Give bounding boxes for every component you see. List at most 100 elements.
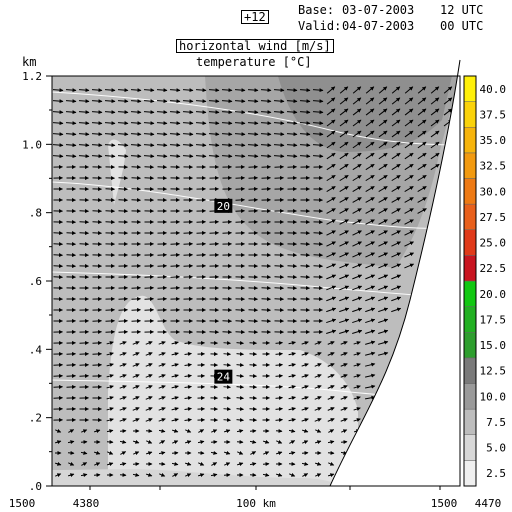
wind-arrow [391,108,401,116]
y-tick-label: 1.0 [22,138,42,151]
wind-arrow [260,143,272,148]
wind-arrow [391,141,401,149]
wind-arrow [224,462,231,467]
wind-arrow [326,307,337,313]
wind-arrow [171,428,179,433]
wind-arrow [404,230,414,236]
wind-arrow [339,329,350,334]
wind-arrow [260,110,272,115]
wind-arrow [78,99,90,104]
wind-arrow [106,396,114,400]
base-date: 03-07-2003 [342,3,415,17]
wind-arrow [275,374,283,378]
wind-arrow [197,473,205,478]
base-label: Base: [298,3,335,17]
wind-arrow [339,318,350,324]
wind-arrow [273,132,285,137]
wind-arrow [185,473,192,478]
wind-arrow [353,385,361,389]
wind-arrow [312,143,324,148]
wind-arrow [352,219,362,225]
wind-arrow [391,296,402,302]
wind-arrow [171,363,179,367]
wind-arrow [404,97,414,105]
wind-arrow [132,352,140,356]
colorbar-swatch [463,434,477,461]
wind-arrow [119,418,127,422]
wind-arrow [68,461,75,466]
wind-arrow [234,99,246,104]
wind-arrow [159,440,166,444]
wind-arrow [275,451,283,456]
wind-arrow [352,108,362,116]
wind-arrow [132,407,140,411]
isotherm-label: 24 [217,371,231,384]
wind-arrow [275,363,283,367]
wind-arrow [340,374,348,378]
wind-arrow [286,99,298,104]
wind-arrow [210,473,218,478]
wind-arrow [158,451,166,456]
wind-arrow [378,130,388,138]
wind-arrow [195,99,207,104]
wind-arrow [391,219,401,225]
wind-arrow [145,472,153,477]
wind-arrow [78,121,90,126]
wind-arrow [365,130,375,138]
wind-arrow [301,461,309,466]
wind-arrow [352,141,362,149]
colorbar-label: 37.5 [480,108,507,121]
wind-arrow [430,108,440,116]
wind-arrow [299,121,311,126]
colorbar-label: 35.0 [480,134,507,147]
wind-arrow [130,110,142,115]
wind-arrow [263,451,270,456]
wind-arrow [68,429,75,433]
isotherm-label-box [214,198,233,213]
wind-arrow [93,429,101,434]
wind-arrow [288,461,296,466]
wind-arrow [223,429,231,434]
wind-arrow [417,119,427,127]
wind-arrow [119,407,127,411]
wind-arrow [171,341,179,345]
wind-arrow [65,110,77,115]
wind-arrow [339,263,350,269]
wind-arrow [106,341,114,345]
wind-arrow [158,418,166,422]
wind-arrow [339,186,349,192]
wind-arrow [208,121,220,126]
wind-arrow [156,88,168,93]
wind-arrow [314,440,322,445]
wind-arrow [391,119,401,127]
wind-arrow [171,418,179,422]
wind-arrow [81,429,88,434]
wind-arrow [184,374,192,378]
wind-arrow [365,296,376,302]
wind-arrow [352,86,362,94]
wind-arrow [391,208,401,214]
wind-arrow [288,341,296,345]
wind-arrow [132,374,140,378]
wind-arrow [352,241,362,247]
wind-arrow [143,110,155,115]
wind-arrow [378,318,389,324]
wind-arrow [341,429,348,434]
wind-arrow [273,99,285,104]
wind-arrow [146,439,153,444]
wind-arrow [391,252,402,258]
wind-arrow [276,439,283,444]
wind-arrow [391,186,401,192]
wind-vectors [52,86,453,478]
wind-arrow [391,97,401,105]
wind-arrow [104,110,116,115]
wind-arrow [365,152,375,160]
wind-arrow [104,88,116,93]
wind-arrow [273,143,285,148]
wind-arrow [104,132,116,137]
wind-arrow [353,341,361,345]
wind-arrow [352,97,362,105]
wind-arrow [286,110,298,115]
wind-arrow [198,461,205,466]
wind-arrow [156,121,168,126]
